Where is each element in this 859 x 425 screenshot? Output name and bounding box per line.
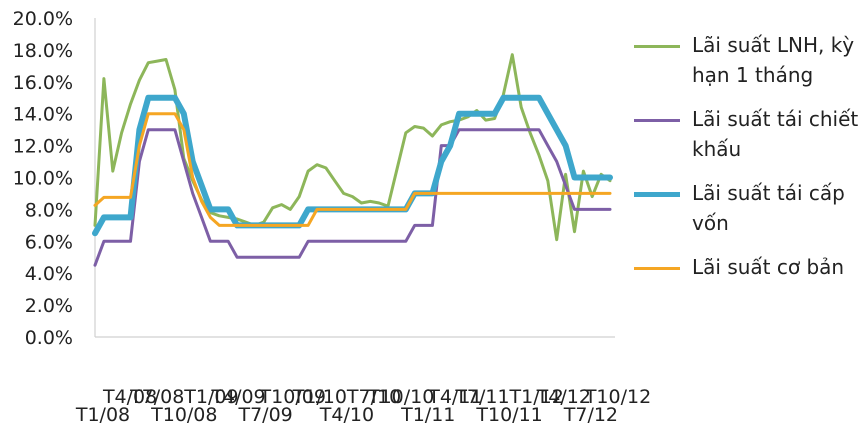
y-tick-label: 12.0% xyxy=(13,136,73,158)
legend-item-interbank: Lãi suất LNH, kỳ hạn 1 tháng xyxy=(634,30,859,90)
series-line-0 xyxy=(93,53,612,242)
x-tick-label: T7/11 xyxy=(454,386,509,408)
legend-item-base-rate: Lãi suất cơ bản xyxy=(634,252,859,282)
x-tick-label: T7/10 xyxy=(346,386,401,408)
legend-swatch-discount xyxy=(634,119,680,122)
legend-swatch-interbank xyxy=(634,45,680,48)
y-tick-label: 4.0% xyxy=(25,263,73,285)
y-tick-label: 14.0% xyxy=(13,104,73,126)
legend-swatch-base-rate xyxy=(634,267,680,270)
y-tick-label: 0.0% xyxy=(25,327,73,349)
x-tick-label: T7/09 xyxy=(237,404,292,425)
series-line-2 xyxy=(92,94,613,237)
x-tick-label: T10/12 xyxy=(584,386,651,408)
x-tick-label: T1/11 xyxy=(400,404,455,425)
legend: Lãi suất LNH, kỳ hạn 1 tháng Lãi suất tá… xyxy=(634,30,859,296)
legend-label-refinancing: Lãi suất tái cấp vốn xyxy=(692,181,845,235)
y-tick-label: 18.0% xyxy=(13,40,73,62)
x-tick-label: T1/10 xyxy=(292,386,347,408)
legend-item-refinancing: Lãi suất tái cấp vốn xyxy=(634,178,859,238)
legend-item-discount: Lãi suất tái chiết khấu xyxy=(634,104,859,164)
series-line-3 xyxy=(93,112,612,227)
y-tick-label: 20.0% xyxy=(13,8,73,30)
legend-swatch-refinancing xyxy=(634,192,680,197)
y-axis: 0.0% 2.0% 4.0% 6.0% 8.0% 10.0% 12.0% 14.0% 16.0%… xyxy=(13,8,96,349)
x-tick-label: T7/12 xyxy=(563,404,618,425)
legend-label-interbank: Lãi suất LNH, kỳ hạn 1 tháng xyxy=(692,33,855,87)
x-tick-label: T1/08 xyxy=(75,404,130,425)
x-tick-label: T1/09 xyxy=(183,386,238,408)
y-tick-label: 6.0% xyxy=(25,231,73,253)
y-tick-label: 8.0% xyxy=(25,199,73,221)
x-tick-label: T10/10 xyxy=(367,386,434,408)
series-layer xyxy=(92,53,613,267)
series-line-1 xyxy=(93,128,612,267)
x-tick-label: T4/09 xyxy=(210,386,265,408)
y-tick-label: 16.0% xyxy=(13,72,73,94)
x-tick-label: T1/12 xyxy=(509,386,564,408)
y-tick-label: 10.0% xyxy=(13,168,73,190)
x-tick-label: T10/09 xyxy=(259,386,326,408)
y-tick-label: 2.0% xyxy=(25,295,73,317)
x-tick-label: T10/11 xyxy=(475,404,542,425)
x-tick-label: T10/08 xyxy=(150,404,217,425)
x-tick-label: T4/10 xyxy=(319,404,374,425)
x-axis: T1/08T4/08T7/08T10/08T1/09T4/09T7/09T10/… xyxy=(75,336,651,425)
x-tick-label: T7/08 xyxy=(129,386,184,408)
x-tick-label: T4/12 xyxy=(536,386,591,408)
legend-label-discount: Lãi suất tái chiết khấu xyxy=(692,107,859,161)
legend-label-base-rate: Lãi suất cơ bản xyxy=(692,255,845,279)
x-tick-label: T4/08 xyxy=(102,386,157,408)
x-tick-label: T4/11 xyxy=(427,386,482,408)
